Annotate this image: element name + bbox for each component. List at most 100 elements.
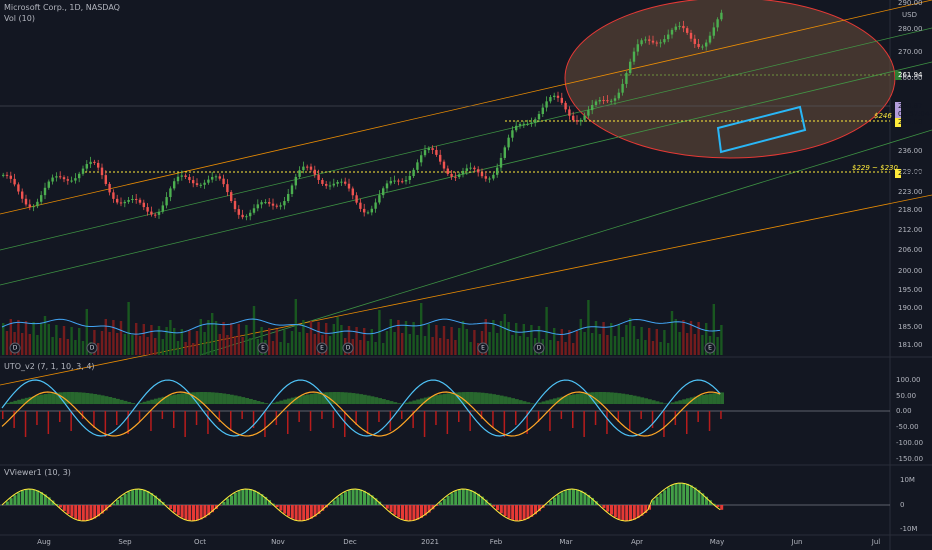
volume-bar	[150, 325, 153, 355]
candle-body	[556, 95, 560, 98]
candle-body	[469, 167, 472, 169]
vviewer-bar	[705, 496, 708, 505]
candle-body	[40, 195, 43, 202]
event-marker-icon[interactable]: E	[257, 342, 269, 354]
vviewer-bar	[511, 505, 515, 520]
candle-body	[207, 179, 210, 183]
vviewer-bar	[287, 505, 290, 517]
volume-bar	[21, 333, 24, 355]
vviewer-bar	[256, 491, 260, 505]
volume-bar	[655, 329, 658, 355]
event-marker-icon[interactable]: D	[9, 342, 21, 354]
vviewer-bar	[515, 505, 518, 521]
volume-bar	[138, 336, 142, 355]
volume-bar	[279, 342, 282, 355]
uto-green-area	[393, 402, 398, 404]
candle-body	[397, 180, 400, 182]
candle-body	[412, 169, 415, 177]
candle-body	[97, 162, 100, 168]
vviewer-bar	[184, 505, 188, 520]
vviewer-bar	[526, 505, 530, 519]
event-marker-icon[interactable]: D	[533, 342, 545, 354]
uto-green-area	[306, 394, 310, 404]
time-tick-label: Nov	[271, 538, 285, 546]
uto-green-area	[17, 399, 21, 404]
vviewer-bar	[203, 505, 207, 518]
candle-body	[537, 114, 541, 120]
uto-red-bar	[127, 411, 129, 434]
uto-red-bar	[355, 411, 357, 425]
vviewer-bar	[613, 505, 617, 518]
candle-body	[705, 42, 708, 47]
vviewer-bar	[591, 497, 594, 505]
uto-green-area	[606, 392, 610, 404]
vviewer-bar	[62, 505, 66, 511]
uto-green-area	[716, 392, 721, 404]
event-marker-icon[interactable]: E	[704, 342, 716, 354]
price-tick-label: 190.00	[898, 304, 923, 312]
volume-bar	[271, 341, 275, 355]
uto-green-area	[541, 401, 546, 404]
uto-green-area	[621, 393, 626, 404]
candle-body	[716, 19, 719, 28]
vviewer-bar	[435, 505, 439, 506]
uto-green-area	[85, 392, 90, 404]
uto-red-bar	[230, 411, 232, 431]
price-tick-label: 200.00	[898, 267, 923, 275]
vviewer-bar	[568, 489, 572, 505]
candle-body	[271, 203, 275, 206]
candle-body	[644, 39, 647, 41]
candle-body	[279, 205, 282, 207]
candle-body	[606, 100, 609, 102]
event-marker-icon[interactable]: D	[86, 342, 98, 354]
vviewer-bar	[9, 498, 13, 505]
uto-green-area	[226, 394, 230, 404]
vviewer-bar	[43, 494, 47, 505]
vviewer-bar	[313, 505, 317, 517]
candle-body	[340, 181, 343, 183]
candle-body	[104, 175, 107, 184]
uto-red-bar	[583, 411, 585, 437]
uto-red-bar	[59, 411, 61, 422]
uto-green-area	[154, 398, 158, 404]
uto-green-area	[625, 394, 629, 404]
candle-body	[404, 179, 408, 182]
volume-bar	[560, 329, 563, 355]
vviewer-bar	[226, 498, 230, 505]
uto-tick-label: 50.00	[896, 392, 917, 400]
candle-body	[328, 185, 332, 187]
candle-body	[674, 26, 677, 30]
uto-green-area	[511, 398, 515, 404]
event-marker-icon[interactable]: D	[342, 342, 354, 354]
uto-green-area	[100, 395, 105, 404]
uto-red-bar	[651, 411, 654, 428]
event-marker-icon[interactable]: E	[477, 342, 489, 354]
candle-body	[507, 137, 510, 148]
uto-green-area	[123, 400, 128, 404]
event-marker-icon[interactable]: E	[316, 342, 328, 354]
vviewer-bar	[78, 505, 81, 521]
uto-red-bar	[24, 411, 27, 437]
volume-bar	[648, 328, 651, 355]
vviewer-bar	[298, 505, 302, 521]
uto-green-area	[598, 392, 603, 404]
vviewer-bar	[104, 505, 108, 511]
uto-green-area	[97, 394, 101, 404]
vviewer-bar	[366, 492, 370, 505]
vviewer-bar	[689, 485, 693, 505]
volume-bar	[674, 319, 677, 355]
volume-bar	[173, 328, 176, 355]
volume-bar	[203, 332, 206, 355]
vviewer-bar	[317, 505, 321, 514]
volume-bar	[431, 337, 434, 355]
uto-red-bar	[572, 411, 574, 428]
uto-red-bar	[70, 411, 72, 431]
vviewer-bar	[621, 505, 625, 521]
uto-red-bar	[423, 411, 426, 437]
candle-body	[184, 175, 187, 177]
candle-body	[401, 181, 404, 183]
price-tick-label: 236.00	[898, 147, 923, 155]
volume-bar	[575, 331, 579, 355]
vviewer-bar	[93, 505, 97, 519]
